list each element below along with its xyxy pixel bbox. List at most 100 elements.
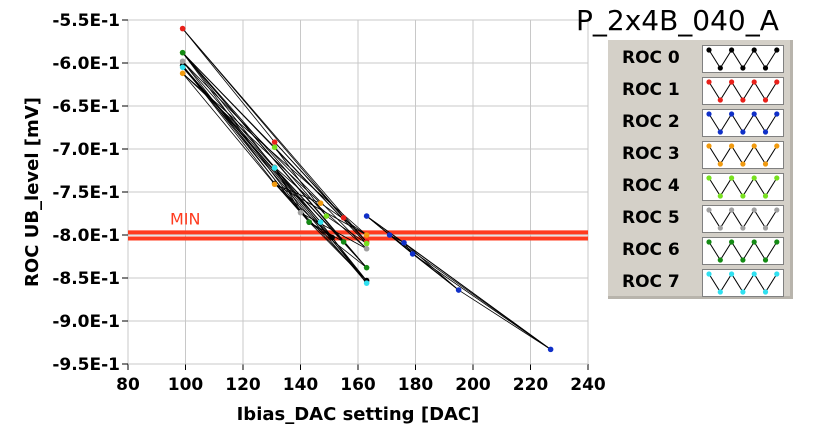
legend-swatch-graphic bbox=[706, 271, 780, 295]
legend-swatch-point bbox=[706, 239, 712, 245]
data-point bbox=[297, 209, 304, 216]
legend-swatch-line bbox=[708, 273, 778, 293]
legend-swatch bbox=[702, 77, 784, 105]
legend-swatch-point bbox=[751, 271, 757, 277]
legend-swatch-point bbox=[751, 143, 757, 149]
legend-swatch bbox=[702, 109, 784, 137]
data-point bbox=[363, 245, 370, 252]
legend-swatch-point bbox=[751, 111, 757, 117]
legend-swatch-point bbox=[729, 175, 735, 181]
legend-swatch-point bbox=[740, 193, 746, 199]
legend-swatch-graphic bbox=[706, 111, 780, 135]
legend-swatch-point bbox=[740, 289, 746, 295]
legend-swatch-graphic bbox=[706, 47, 780, 71]
series-line bbox=[458, 289, 551, 350]
series-line bbox=[326, 215, 367, 244]
legend-swatch-line bbox=[708, 113, 778, 133]
data-point bbox=[271, 139, 278, 145]
legend-swatch-point bbox=[762, 65, 769, 71]
legend-swatch-point bbox=[774, 47, 780, 53]
legend-swatch-line bbox=[708, 49, 778, 69]
series-line bbox=[308, 221, 344, 243]
y-tick-label: -5.5E-1 bbox=[52, 11, 120, 31]
legend-swatch-point bbox=[751, 207, 757, 213]
legend-swatch bbox=[702, 237, 784, 265]
series-line bbox=[343, 241, 367, 268]
x-axis-label: Ibias_DAC setting [DAC] bbox=[237, 404, 480, 425]
legend-swatch-point bbox=[729, 239, 735, 245]
legend-swatch-line bbox=[708, 81, 778, 101]
legend-swatch-point bbox=[717, 257, 723, 263]
series-group bbox=[182, 28, 367, 243]
chart-title: P_2x4B_040_A bbox=[576, 4, 779, 37]
x-tick-label: 180 bbox=[398, 375, 434, 395]
legend-swatch-point bbox=[729, 207, 735, 213]
legend-swatch-point bbox=[740, 129, 746, 135]
y-tick-label: -8.5E-1 bbox=[52, 269, 120, 289]
legend-swatch-point bbox=[762, 161, 769, 167]
data-point bbox=[455, 287, 462, 293]
data-point bbox=[386, 232, 393, 238]
series-line bbox=[182, 28, 275, 143]
legend-swatch-point bbox=[706, 271, 712, 277]
x-tick-label: 100 bbox=[168, 375, 204, 395]
legend-swatch-point bbox=[774, 79, 780, 85]
legend-swatch-point bbox=[729, 111, 735, 117]
legend-swatch-point bbox=[740, 257, 746, 263]
legend-swatch-point bbox=[762, 257, 769, 263]
chart-legend: ROC 0 ROC 1 ROC 2 ROC 3 ROC 4 ROC 5 ROC 6 ROC 7 bbox=[608, 40, 793, 299]
legend-swatch bbox=[702, 269, 784, 297]
legend-swatch-point bbox=[751, 47, 757, 53]
legend-swatch-point bbox=[751, 79, 757, 85]
y-axis-label: ROC UB_level [mV] bbox=[22, 97, 43, 287]
y-tick-label: -6.0E-1 bbox=[52, 54, 120, 74]
series-line bbox=[274, 166, 367, 250]
legend-label: ROC 4 bbox=[622, 176, 680, 196]
series-line bbox=[412, 253, 551, 350]
legend-swatch-line bbox=[708, 241, 778, 261]
legend-swatch-point bbox=[729, 143, 735, 149]
data-point bbox=[317, 219, 324, 225]
legend-swatch-point bbox=[740, 161, 746, 167]
x-tick-label: 220 bbox=[513, 375, 549, 395]
legend-swatch-graphic bbox=[706, 175, 780, 199]
legend-swatch-point bbox=[774, 143, 780, 149]
legend-swatch-point bbox=[740, 65, 746, 71]
legend-label: ROC 1 bbox=[622, 80, 680, 100]
legend-item: ROC 4 bbox=[614, 172, 784, 201]
legend-swatch-point bbox=[717, 225, 723, 231]
legend-swatch-point bbox=[706, 111, 712, 117]
data-point bbox=[317, 200, 324, 206]
series-line bbox=[182, 52, 310, 223]
legend-item: ROC 5 bbox=[614, 204, 784, 233]
legend-label: ROC 6 bbox=[622, 240, 680, 260]
data-point bbox=[363, 232, 370, 238]
series-line bbox=[182, 52, 367, 268]
x-tick-label: 140 bbox=[283, 375, 319, 395]
data-point bbox=[340, 215, 347, 221]
legend-swatch-line bbox=[708, 177, 778, 197]
legend-swatch-point bbox=[774, 111, 780, 117]
y-tick-label: -9.0E-1 bbox=[52, 312, 120, 332]
data-point bbox=[271, 144, 278, 151]
legend-swatch-point bbox=[706, 79, 712, 85]
data-point bbox=[547, 346, 554, 353]
data-point bbox=[329, 234, 335, 241]
data-point bbox=[179, 70, 186, 77]
data-point bbox=[179, 58, 186, 65]
legend-item: ROC 6 bbox=[614, 236, 784, 265]
data-point bbox=[271, 181, 278, 188]
legend-swatch bbox=[702, 205, 784, 233]
legend-swatch-line bbox=[708, 145, 778, 165]
legend-swatch bbox=[702, 45, 784, 73]
legend-swatch-point bbox=[717, 129, 723, 135]
legend-item: ROC 7 bbox=[614, 268, 784, 297]
data-point bbox=[271, 165, 278, 171]
legend-swatch-point bbox=[717, 97, 723, 103]
legend-swatch bbox=[702, 173, 784, 201]
legend-label: ROC 2 bbox=[622, 112, 680, 132]
x-tick-label: 80 bbox=[116, 375, 140, 395]
legend-swatch-graphic bbox=[706, 239, 780, 263]
y-tick-label: -7.0E-1 bbox=[52, 140, 120, 160]
series-line bbox=[412, 253, 459, 291]
